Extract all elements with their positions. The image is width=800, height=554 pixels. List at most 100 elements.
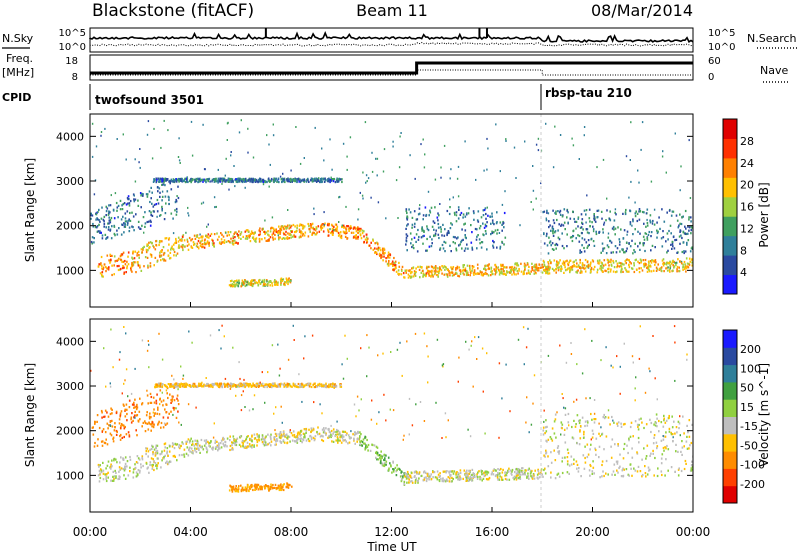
scatter-cell [281, 177, 284, 180]
scatter-cell [552, 232, 554, 235]
scatter-cell [384, 457, 386, 460]
scatter-cell [438, 214, 440, 217]
scatter-cell [337, 437, 339, 440]
scatter-cell [527, 468, 529, 471]
scatter-cell [514, 476, 517, 479]
scatter-cell [515, 273, 517, 276]
scatter-cell [368, 244, 371, 247]
scatter-cell [511, 273, 513, 276]
scatter-cell [120, 456, 122, 459]
scatter-cell [283, 225, 286, 228]
scatter-cell [132, 468, 135, 471]
scatter-cell [322, 223, 324, 226]
scatter-cell [679, 260, 681, 263]
scatter-cell [428, 214, 430, 217]
scatter-cell [222, 235, 225, 238]
scatter-cell [545, 449, 547, 452]
scatter-cell [510, 270, 512, 273]
scatter-cell [524, 140, 526, 143]
scatter-cell [129, 458, 132, 461]
scatter-cell [252, 279, 254, 282]
scatter-cell [576, 414, 579, 417]
scatter-cell [431, 269, 433, 272]
scatter-cell [121, 436, 124, 439]
scatter-cell [209, 445, 211, 448]
scatter-cell [619, 264, 622, 267]
scatter-cell [240, 285, 242, 288]
scatter-cell [636, 451, 638, 454]
scatter-cell [295, 178, 298, 181]
scatter-cell [150, 220, 152, 223]
scatter-cell [474, 475, 476, 479]
scatter-cell [657, 230, 659, 233]
scatter-cell [661, 259, 664, 262]
scatter-cell [513, 271, 515, 274]
scatter-cell [175, 237, 177, 241]
scatter-cell [110, 407, 112, 410]
scatter-cell [393, 269, 395, 272]
scatter-cell [101, 237, 104, 240]
scatter-cell [402, 272, 405, 275]
scatter-cell [470, 477, 473, 480]
scatter-cell [535, 143, 538, 146]
scatter-cell [575, 220, 578, 223]
scatter-cell [231, 283, 234, 286]
scatter-cell [234, 440, 236, 443]
scatter-cell [100, 440, 103, 443]
scatter-cell [394, 264, 397, 267]
scatter-cell [583, 126, 586, 128]
scatter-cell [282, 431, 285, 434]
scatter-cell [407, 273, 410, 276]
scatter-cell [167, 454, 169, 457]
scatter-cell [420, 474, 423, 477]
scatter-cell [159, 180, 161, 183]
scatter-cell [609, 210, 611, 213]
scatter-cell [392, 468, 394, 471]
scatter-cell [330, 429, 333, 433]
scatter-cell [542, 429, 545, 432]
scatter-cell [141, 457, 143, 460]
scatter-cell [157, 408, 159, 411]
scatter-cell [480, 469, 482, 472]
scatter-cell [286, 236, 289, 239]
scatter-cell [155, 240, 157, 243]
scatter-cell [531, 266, 534, 269]
scatter-cell [416, 471, 418, 474]
scatter-cell [161, 199, 163, 202]
scatter-cell [340, 234, 343, 237]
scatter-cell [172, 243, 175, 246]
scatter-cell [272, 134, 275, 137]
scatter-cell [237, 490, 240, 493]
scatter-cell [623, 468, 625, 471]
scatter-cell [169, 393, 171, 396]
scatter-cell [250, 484, 252, 487]
scatter-cell [564, 441, 567, 444]
scatter-cell [434, 268, 437, 271]
scatter-cell [616, 424, 619, 427]
scatter-cell [561, 267, 563, 270]
scatter-cell [504, 236, 507, 239]
scatter-cell [495, 123, 497, 126]
y-tick-label: 2000 [56, 220, 84, 233]
scatter-cell [178, 244, 180, 247]
scatter-cell [449, 274, 451, 277]
scatter-cell [430, 274, 432, 277]
scatter-cell [480, 470, 483, 473]
scatter-cell [636, 470, 639, 473]
scatter-cell [608, 264, 610, 267]
scatter-cell [659, 267, 662, 271]
scatter-cell [659, 227, 661, 230]
scatter-cell [303, 157, 305, 159]
scatter-cell [451, 470, 453, 473]
scatter-cell [151, 191, 153, 194]
scatter-cell [250, 232, 253, 235]
scatter-cell [492, 246, 495, 249]
scatter-cell [113, 232, 116, 235]
scatter-cell [261, 279, 264, 282]
scatter-cell [110, 194, 112, 197]
scatter-cell [350, 436, 352, 439]
scatter-cell [258, 240, 261, 243]
scatter-cell [481, 473, 483, 476]
scatter-cell [168, 445, 171, 448]
scatter-cell [410, 471, 413, 474]
